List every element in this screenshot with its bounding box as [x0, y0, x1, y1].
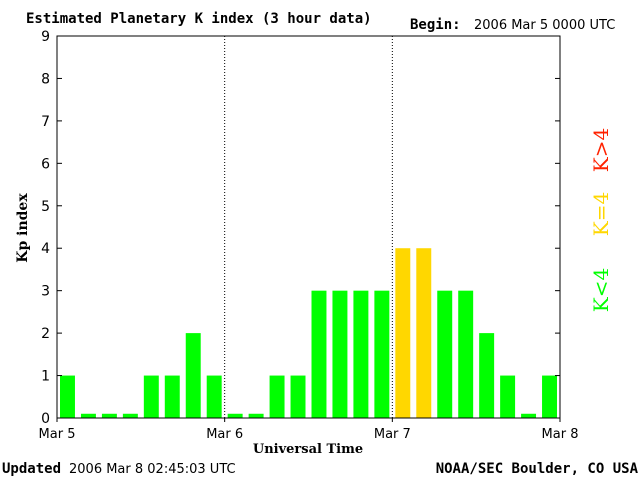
kp-bar: [542, 375, 557, 418]
kp-bar: [290, 375, 306, 418]
y-tick-label: 9: [41, 29, 50, 45]
y-tick-label: 4: [41, 241, 50, 257]
y-tick-label: 1: [41, 369, 50, 385]
legend-low: K<4: [589, 268, 613, 312]
x-tick-label: Mar 7: [374, 427, 411, 442]
y-axis-label: Kp index: [15, 193, 31, 263]
kp-bar: [500, 375, 516, 418]
kp-bar: [311, 290, 327, 418]
kp-bar: [60, 375, 75, 418]
kp-bar: [80, 413, 96, 418]
kp-bar: [122, 413, 138, 418]
kp-bar: [521, 413, 537, 418]
source-label: NOAA/SEC Boulder, CO USA: [436, 461, 639, 477]
kp-bar: [416, 248, 432, 418]
y-tick-label: 3: [41, 284, 50, 300]
y-tick-label: 0: [41, 411, 50, 427]
x-tick-label: Mar 6: [206, 427, 243, 442]
kp-bar: [227, 413, 243, 418]
kp-bar: [164, 375, 180, 418]
kp-bar: [248, 413, 264, 418]
kp-bar: [353, 290, 369, 418]
kp-bar: [458, 290, 474, 418]
kp-bar: [269, 375, 285, 418]
kp-bar: [332, 290, 348, 418]
y-tick-label: 6: [41, 156, 50, 172]
plot-area: 0 1 2 3 4 5 6 7 8 9 Mar 5 Mar 6 Mar 7 Mar 8: [39, 29, 579, 442]
kp-bar: [395, 248, 411, 418]
updated-label: Updated: [2, 461, 61, 477]
kp-bar: [437, 290, 453, 418]
kp-bar: [206, 375, 222, 418]
kp-bar: [143, 375, 159, 418]
kp-bar: [101, 413, 117, 418]
y-tick-label: 8: [41, 71, 50, 87]
x-tick-label: Mar 5: [39, 427, 76, 442]
begin-value: 2006 Mar 5 0000 UTC: [474, 18, 615, 33]
chart-title: Estimated Planetary K index (3 hour data…: [26, 11, 372, 27]
plot-frame: [56, 35, 561, 419]
kp-bar: [479, 333, 495, 418]
x-axis-label: Universal Time: [253, 442, 363, 457]
begin-label: Begin:: [410, 17, 461, 33]
y-tick-label: 5: [41, 199, 50, 215]
y-tick-label: 7: [41, 114, 50, 130]
x-tick-label: Mar 8: [542, 427, 579, 442]
kp-bar: [185, 333, 201, 418]
y-tick-label: 2: [41, 326, 50, 342]
legend-high: K>4: [589, 128, 613, 172]
legend-equal: K=4: [589, 192, 613, 236]
updated-value: 2006 Mar 8 02:45:03 UTC: [69, 462, 236, 477]
kp-bar: [374, 290, 390, 418]
